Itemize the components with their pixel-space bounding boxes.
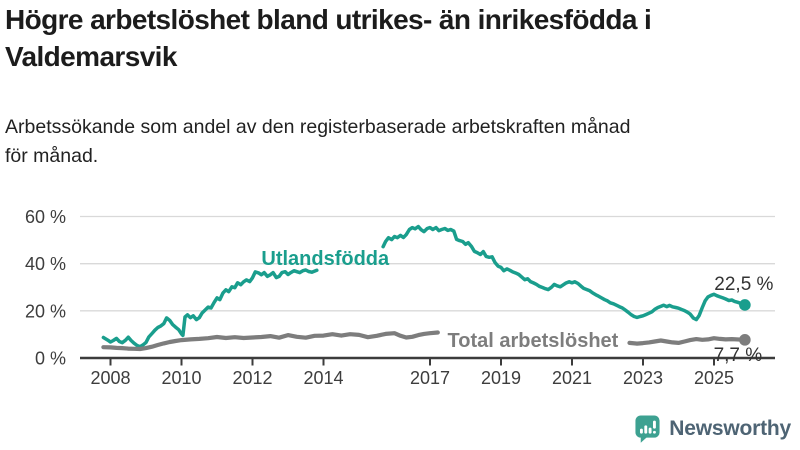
end-value-label-total: 7,7 %: [714, 345, 763, 366]
x-tick-label: 2023: [623, 368, 663, 388]
x-tick-label: 2014: [303, 368, 343, 388]
y-tick-label: 60 %: [25, 207, 66, 227]
end-value-label-utlandsfodda: 22,5 %: [714, 274, 773, 295]
series-line-0: [101, 268, 319, 349]
chart-title: Högre arbetslöshet bland utrikes- än inr…: [5, 4, 652, 72]
series-line-0: [381, 224, 747, 322]
end-dots: [739, 299, 751, 346]
y-tick-label: 40 %: [25, 254, 66, 274]
x-tick-label: 2019: [481, 368, 521, 388]
bar-chart-speech-bubble-icon: [635, 415, 660, 443]
x-tick-label: 2025: [694, 368, 734, 388]
gridlines: [80, 215, 775, 312]
x-tick-label: 2021: [552, 368, 592, 388]
x-tick-label: 2008: [90, 368, 130, 388]
x-tick-label: 2017: [410, 368, 450, 388]
series-label-total-arbetsloshet: Total arbetslöshet: [448, 330, 619, 352]
series-lines: [101, 224, 748, 352]
x-tick-label: 2010: [161, 368, 201, 388]
end-dot-0: [739, 299, 751, 311]
newsworthy-wordmark: Newsworthy: [669, 417, 791, 440]
series-line-1: [627, 336, 748, 346]
x-axis: 2008 2010 2012 2014 2017 2019 2021 2023 2025: [80, 356, 775, 388]
end-dot-1: [739, 334, 751, 346]
chart-subtitle: Arbetssökande som andel av den registerb…: [5, 116, 631, 168]
series-line-1: [101, 330, 440, 352]
newsworthy-logo: Newsworthy: [634, 414, 791, 444]
y-tick-label: 0 %: [35, 349, 66, 369]
y-axis-labels: 0 % 20 % 40 % 60 %: [25, 207, 66, 368]
series-label-utlandsfodda: Utlandsfödda: [261, 248, 390, 270]
x-tick-label: 2012: [232, 368, 272, 388]
y-tick-label: 20 %: [25, 301, 66, 321]
